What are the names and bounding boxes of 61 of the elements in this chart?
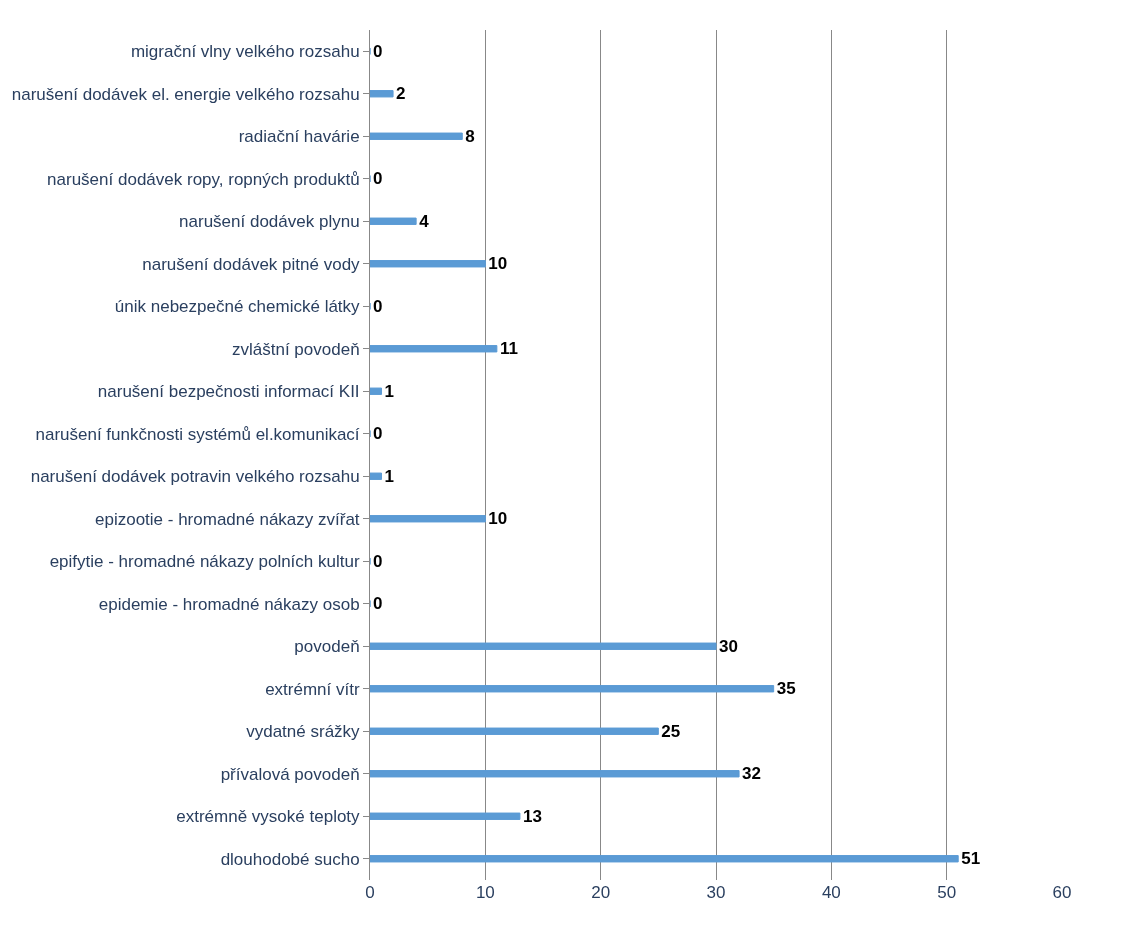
y-tick-label: epifytie - hromadné nákazy polních kultur: [49, 552, 360, 572]
x-tick-label: 40: [821, 883, 841, 902]
data-label: 35: [776, 679, 796, 699]
data-label: 0: [373, 41, 383, 61]
y-tick-label: narušení funkčnosti systémů el.komunikací: [35, 424, 360, 444]
data-label: 10: [488, 254, 508, 274]
bar: [370, 260, 486, 268]
y-tick-label: povodeň: [294, 637, 360, 657]
y-tick-label: přívalová povodeň: [220, 764, 360, 784]
x-tick-label: 20: [591, 883, 611, 902]
bar: [370, 132, 463, 140]
x-tick-label: 10: [475, 883, 495, 902]
bar: [370, 685, 775, 693]
y-tick-label: zvláštní povodeň: [232, 339, 360, 359]
data-label: 0: [373, 296, 383, 316]
y-tick-label: radiační havárie: [238, 127, 360, 147]
bar: [370, 727, 659, 735]
x-tick-label: 50: [937, 883, 957, 902]
bar: [370, 217, 417, 225]
data-label: 1: [384, 466, 394, 486]
data-label: 32: [742, 764, 761, 784]
data-label: 0: [373, 169, 383, 189]
bar: [370, 855, 959, 863]
x-tick-label: 60: [1052, 883, 1072, 902]
bar: [370, 387, 383, 395]
y-tick-label: narušení bezpečnosti informací KII: [97, 382, 360, 402]
data-label: 11: [499, 339, 518, 359]
bar: [370, 90, 394, 98]
data-label: 10: [488, 509, 508, 529]
x-tick-label: 0: [365, 883, 375, 902]
y-tick-label: narušení dodávek el. energie velkého rozsahu: [11, 84, 360, 104]
data-label: 1: [384, 381, 394, 401]
y-tick-label: dlouhodobé sucho: [220, 849, 360, 869]
data-label: 0: [373, 424, 383, 444]
bar: [370, 472, 383, 480]
data-label: 51: [961, 849, 981, 869]
bar: [370, 515, 486, 523]
bar: [370, 812, 521, 820]
data-label: 0: [373, 594, 383, 614]
data-label: 13: [522, 806, 542, 826]
y-tick-label: extrémní vítr: [265, 679, 360, 699]
y-tick-label: únik nebezpečné chemické látky: [114, 297, 361, 317]
y-tick-label: vydatné srážky: [246, 722, 361, 742]
x-tick-label: 30: [706, 883, 726, 902]
y-tick-label: migrační vlny velkého rozsahu: [130, 42, 360, 62]
y-tick-label: narušení dodávek plynu: [179, 212, 360, 232]
data-label: 2: [396, 84, 406, 104]
y-tick-label: narušení dodávek potravin velkého rozsahu: [30, 467, 360, 487]
y-tick-label: epidemie - hromadné nákazy osob: [98, 594, 360, 614]
data-label: 8: [465, 126, 475, 146]
data-label: 4: [419, 211, 430, 231]
y-tick-label: narušení dodávek pitné vody: [142, 254, 361, 274]
bar: [370, 770, 740, 778]
data-label: 0: [373, 551, 383, 571]
bar: [370, 642, 717, 650]
y-tick-label: extrémně vysoké teploty: [176, 807, 361, 827]
bar: [370, 345, 498, 353]
data-label: 25: [661, 721, 681, 741]
data-label: 30: [719, 636, 738, 656]
y-tick-label: epizootie - hromadné nákazy zvířat: [95, 509, 360, 529]
y-tick-label: narušení dodávek ropy, ropných produktů: [47, 169, 360, 189]
